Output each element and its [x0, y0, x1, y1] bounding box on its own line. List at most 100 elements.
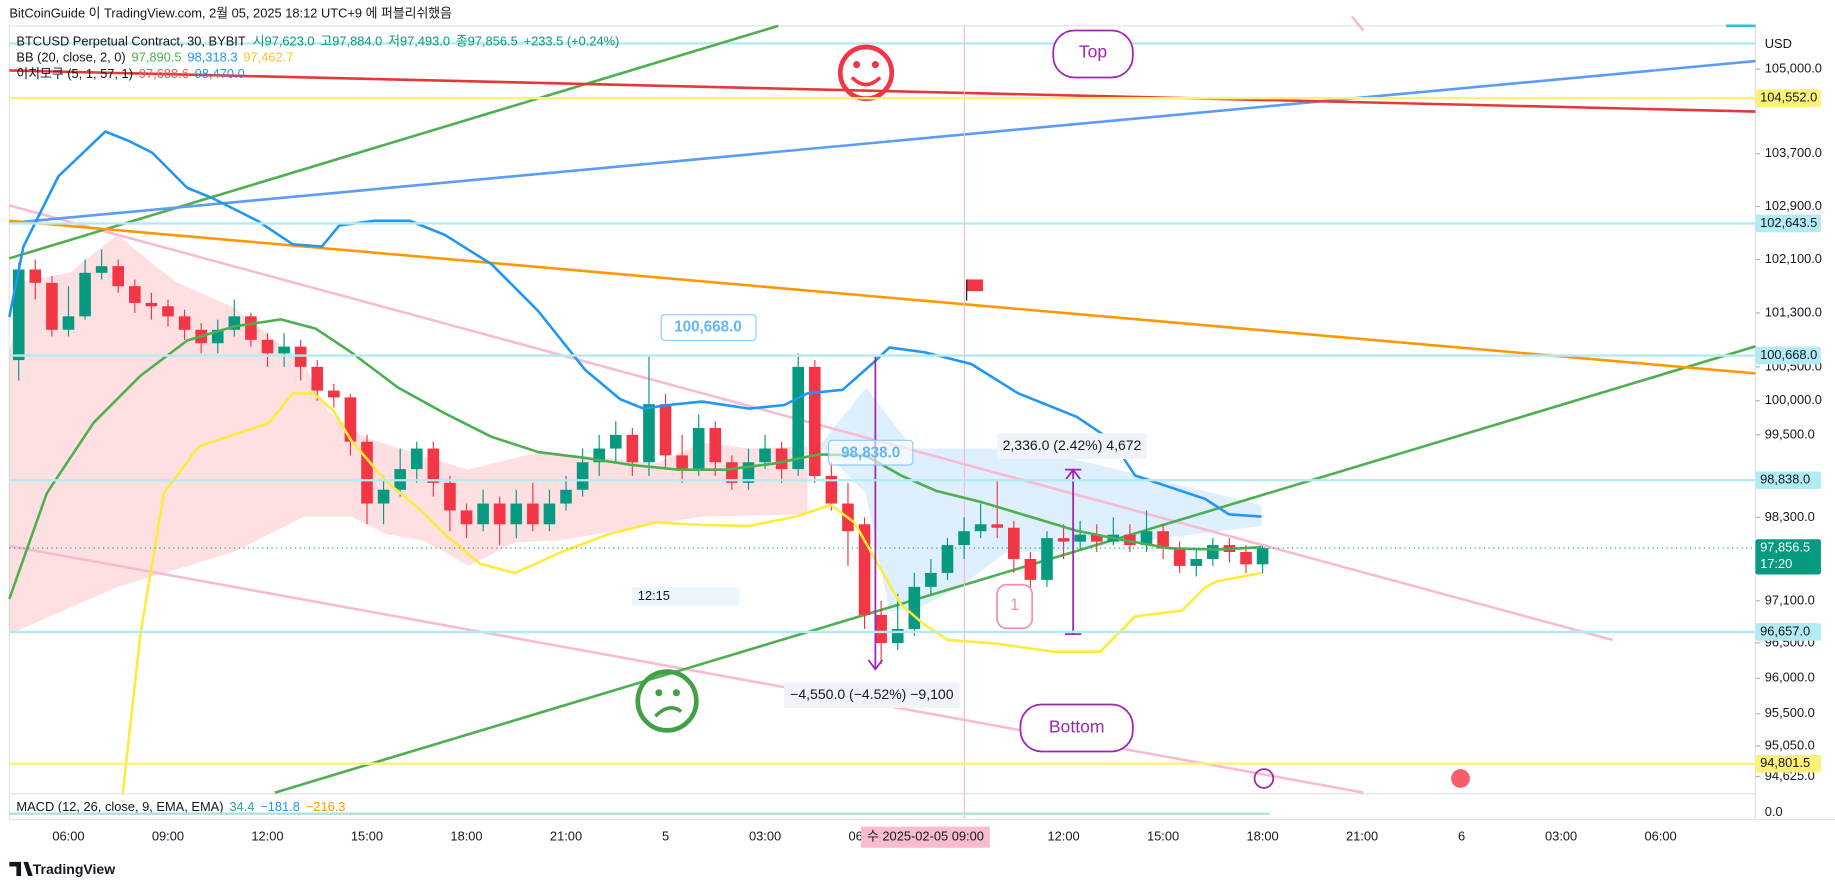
candle-body [742, 462, 755, 483]
price-label-box [1755, 214, 1821, 233]
legend: BTCUSD Perpetual Contract, 30, BYBIT 시97,… [16, 34, 619, 815]
y-tick-label: 105,000.0 [1765, 60, 1822, 75]
callouts: Top Bottom 100,668.0 98,838.0 2,336.0 (2… [631, 29, 1147, 753]
x-tick-label: 09:00 [152, 829, 184, 844]
eye [853, 61, 861, 69]
time-box-text: 12:15 [638, 588, 670, 603]
price-callout-text: 98,838.0 [841, 444, 900, 461]
price-label: 97,856.5 [1760, 539, 1810, 554]
price-label-box [1755, 89, 1821, 107]
candle-body [676, 455, 688, 470]
brand-logo [9, 861, 33, 876]
price-label: 104,552.0 [1760, 90, 1817, 105]
y-tick-label: 101,300.0 [1765, 304, 1822, 319]
y-tick-label: 102,100.0 [1765, 251, 1822, 266]
candle-body [178, 316, 191, 330]
candle-body [576, 462, 589, 490]
x-tick-label: 18:00 [450, 829, 482, 844]
candle-body [211, 329, 224, 344]
measure-box [784, 682, 960, 709]
candle-body [12, 269, 25, 361]
x-tick-label: 12:00 [1047, 829, 1079, 844]
candle-body [808, 366, 821, 476]
measure-text: −4,550.0 (−4.52%) −9,100 [790, 686, 954, 702]
crosshair-time-box [861, 826, 990, 848]
candle-body [311, 366, 324, 391]
y-tick-label: 96,000.0 [1765, 670, 1815, 685]
event-icon [1451, 769, 1470, 788]
candle-body [1173, 548, 1186, 566]
legend-ichimoku: 이치모쿠 (5, 1, 57, 1) 97,688.6 98,470.0 [16, 67, 244, 82]
candle-body [941, 545, 954, 573]
y-tick-label: 103,700.0 [1765, 145, 1822, 160]
bb-value: 97,462.7 [243, 50, 293, 65]
macd-value: −181.8 [260, 799, 300, 814]
count-label: 1 [1010, 596, 1019, 614]
candle-body [974, 524, 987, 532]
candle-body [377, 489, 390, 504]
price-label-box [1755, 623, 1821, 641]
price-callout-text: 100,668.0 [674, 319, 742, 336]
candle-body [626, 434, 639, 463]
eye [672, 689, 680, 697]
x-tick-label: 06:00 [52, 829, 84, 844]
trend-line [8, 24, 779, 260]
y-tick-label: 97,100.0 [1765, 592, 1815, 607]
measure-text: 2,336.0 (2.42%) 4,672 [1003, 437, 1142, 453]
ichimoku-name: 이치모쿠 (5, 1, 57, 1) [16, 67, 133, 82]
x-tick-label: 06:00 [1645, 829, 1677, 844]
arrow-head [867, 659, 884, 671]
candle-body [1157, 531, 1169, 549]
ohlc-values: 시97,623.0 고97,884.0 저97,493.0 종97,856.5 +233… [253, 34, 620, 49]
x-tick-label: 6 [1458, 829, 1465, 844]
candle-body [593, 448, 606, 463]
candle-body [643, 404, 655, 463]
candle-body [95, 266, 108, 273]
x-tick-label: 15:00 [1147, 829, 1179, 844]
candle-body [493, 503, 506, 525]
bottom-label: Bottom [1049, 717, 1105, 737]
y-tick-label: 102,900.0 [1765, 198, 1822, 213]
time-box [631, 587, 740, 606]
price-label: 100,668.0 [1760, 347, 1817, 362]
candle-body [527, 503, 539, 525]
eye [655, 689, 663, 697]
candle-body [775, 448, 788, 470]
macd-zero-label: 0.0 [1765, 804, 1783, 819]
candle-body [1256, 548, 1269, 565]
ohlc-value: 고97,884.0 [320, 34, 382, 49]
bottom-bubble [1019, 703, 1134, 753]
count-bubble [996, 583, 1034, 630]
candle-body [609, 434, 622, 449]
event-icon [1253, 768, 1275, 789]
legend-symbol: BTCUSD Perpetual Contract, 30, BYBIT 시97,… [16, 34, 619, 49]
candle-body [460, 510, 473, 525]
footer: TradingView [9, 861, 115, 877]
candle-body [1140, 531, 1153, 546]
cloud-blue [819, 387, 1262, 611]
candle-body [1057, 538, 1070, 542]
candle-body [908, 586, 921, 629]
macd-value: 34.4 [229, 799, 254, 814]
candle-body [543, 503, 556, 525]
price-callout [827, 439, 914, 466]
bb-upper [8, 130, 1262, 518]
candle-body [1090, 534, 1103, 542]
candle-body [46, 282, 58, 330]
candle-body [1190, 558, 1203, 566]
macd-value: −216.3 [306, 799, 346, 814]
candle-body [510, 503, 523, 525]
candle-body [245, 316, 257, 340]
trend-line [9, 59, 1756, 225]
candle-body [726, 462, 738, 483]
macd-name: MACD (12, 26, close, 9, EMA, EMA) [16, 799, 223, 814]
x-tick-label: 5 [662, 829, 669, 844]
candle-body [560, 489, 572, 504]
candle-body [477, 503, 489, 525]
x-tick-label: 21:00 [1346, 829, 1378, 844]
y-tick-label: 95,500.0 [1765, 705, 1815, 720]
brand-name: TradingView [33, 861, 115, 877]
candle-body [361, 441, 373, 504]
